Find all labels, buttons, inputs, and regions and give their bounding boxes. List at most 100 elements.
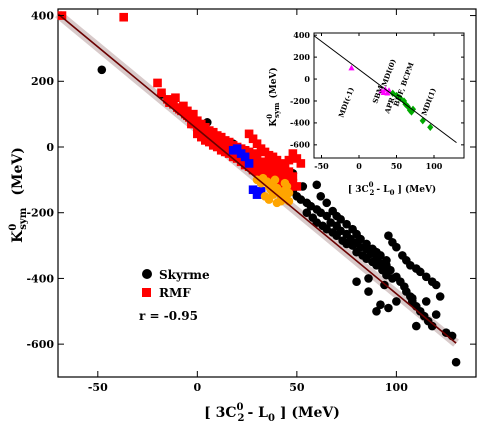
inset-x-tick-label: 50 xyxy=(391,161,403,171)
main-series-skyrme-point xyxy=(364,274,373,283)
main-series-skyrme-point xyxy=(427,321,437,331)
inset-series-00aa00-1-point xyxy=(427,123,434,131)
main-series-rmf-point xyxy=(252,139,262,149)
main-ylabel-sub: sym xyxy=(18,207,29,229)
main-xlabel-sub: 2 xyxy=(238,413,245,424)
main-series-rmf-point xyxy=(119,12,128,22)
inset-fit-line xyxy=(313,35,457,144)
main-series-0000ff-2-point xyxy=(240,152,250,162)
main-series-ffa500-3-point xyxy=(284,188,294,198)
svg-text:K0sym(MeV): K0sym (MeV) xyxy=(265,67,281,126)
main-series-rmf-point xyxy=(157,88,166,98)
main-series-skyrme-point xyxy=(411,321,421,331)
main-series-rmf-point xyxy=(171,93,180,103)
main-series-skyrme-point xyxy=(376,300,385,310)
main-series-skyrme-point xyxy=(97,65,107,75)
main-series-skyrme-point xyxy=(302,208,312,218)
main-series-rmf-point xyxy=(284,155,294,165)
main-series-skyrme-point xyxy=(372,306,381,316)
main-series-skyrme-point xyxy=(342,219,351,229)
main-series-skyrme-point xyxy=(421,272,431,282)
inset-plot-frame xyxy=(313,32,465,159)
main-series-skyrme-point xyxy=(382,256,391,265)
correlation-annotation: r = -0.95 xyxy=(139,309,198,323)
main-series-rmf-point xyxy=(280,168,290,178)
main-series-skyrme-point xyxy=(386,265,395,275)
main-series-skyrme-point xyxy=(392,297,401,306)
main-x-tick-label: 100 xyxy=(385,381,408,394)
main-series-skyrme-point xyxy=(322,211,332,221)
main-series-skyrme-point xyxy=(392,242,401,252)
main-series-skyrme-point xyxy=(316,191,326,201)
inset-series-ff00ff-0-point xyxy=(348,64,355,71)
main-series-rmf-point xyxy=(244,129,254,139)
main-ylabel-main: K xyxy=(10,230,26,243)
main-series-skyrme-point xyxy=(435,292,445,301)
svg-text:K0sym(MeV): K0sym (MeV) xyxy=(8,147,29,243)
main-x-tick-label: 50 xyxy=(289,381,305,394)
main-series-0000ff-2-point xyxy=(232,144,242,153)
main-series-rmf-point xyxy=(165,98,174,107)
main-plot-frame xyxy=(57,8,477,378)
main-series-rmf-point xyxy=(284,173,294,183)
main-series-skyrme-point xyxy=(384,303,393,313)
main-series-skyrme-point xyxy=(408,293,417,303)
main-series-rmf-point xyxy=(179,101,188,111)
main-series-skyrme-point xyxy=(376,251,385,260)
main-y-tick-label: 200 xyxy=(31,75,54,88)
inset-y-tick-label: 200 xyxy=(293,52,310,62)
inset-xlabel-sup: 0 xyxy=(369,180,374,189)
main-series-rmf-point xyxy=(292,154,302,163)
main-series-rmf-point xyxy=(292,182,302,191)
inset-ylabel-main: K xyxy=(269,118,279,127)
main-series-skyrme-point xyxy=(356,234,365,244)
main-xlabel-sup: 0 xyxy=(237,402,244,413)
inset-y-tick-label: 400 xyxy=(293,30,310,40)
main-legend: Skyrme RMF r = -0.95 xyxy=(139,268,210,323)
main-x-axis-label: [ 3C0 2- L0 ] (MeV) xyxy=(204,402,340,424)
main-ylabel-unit: (MeV) xyxy=(10,147,26,196)
inset-y-axis-label: K0sym (MeV) xyxy=(265,67,281,126)
main-series-0000ff-2-point xyxy=(244,159,254,168)
legend-label-rmf: RMF xyxy=(159,286,191,300)
main-xlabel-main: [ 3C xyxy=(204,405,236,421)
inset-x-axis-label: [ 3C0 2- L0 ] (MeV) xyxy=(348,180,436,197)
inset-x-tick-label: -50 xyxy=(314,161,329,171)
main-x-tick-label: -50 xyxy=(88,381,108,394)
main-series-0000ff-2-point xyxy=(256,187,266,196)
main-xlabel-tail: - L xyxy=(247,405,268,421)
main-series-skyrme-point xyxy=(322,198,332,208)
main-series-skyrme-point xyxy=(352,277,361,287)
main-series-0000ff-2-point xyxy=(248,185,258,195)
main-ylabel-sup: 0 xyxy=(8,224,19,231)
legend-marker-skyrme xyxy=(142,269,152,279)
main-series-skyrme-point xyxy=(336,214,345,224)
inset-ylabel-sup: 0 xyxy=(265,114,274,119)
inset-xlabel-main: [ 3C xyxy=(348,185,369,195)
main-y-tick-label: 0 xyxy=(46,141,54,154)
main-series-skyrme-point xyxy=(427,277,437,287)
legend-label-skyrme: Skyrme xyxy=(159,268,210,282)
inset-x-tick-label: 100 xyxy=(426,161,443,171)
inset-y-tick-label: 0 xyxy=(304,74,310,84)
inset-y-tick-label: -600 xyxy=(290,140,310,150)
main-series-skyrme-point xyxy=(421,297,431,306)
main-series-rmf-point xyxy=(248,134,258,144)
inset-y-tick-label: -400 xyxy=(290,118,310,128)
inset-y-tick-label: -200 xyxy=(290,96,310,106)
main-series-ffa500-3-point xyxy=(282,182,292,191)
main-x-tick-label: 0 xyxy=(194,381,202,394)
main-series-skyrme-point xyxy=(415,267,425,277)
main-series-rmf-point xyxy=(189,109,198,119)
legend-marker-rmf xyxy=(142,288,151,297)
inset-xlabel-unit: ] (MeV) xyxy=(394,184,436,195)
inset-x-tick-label: 0 xyxy=(356,161,362,171)
main-series-skyrme-point xyxy=(451,357,461,367)
inset-plot: -50 0 50 100 400 200 0 -200 -400 -600 xyxy=(290,30,464,171)
main-series-rmf-point xyxy=(153,78,162,88)
main-xlabel-unit: ] (MeV) xyxy=(275,405,340,421)
main-series-skyrme-point xyxy=(362,239,371,249)
main-y-tick-label: -400 xyxy=(26,272,54,285)
main-series-ffa500-3-point xyxy=(270,175,280,185)
